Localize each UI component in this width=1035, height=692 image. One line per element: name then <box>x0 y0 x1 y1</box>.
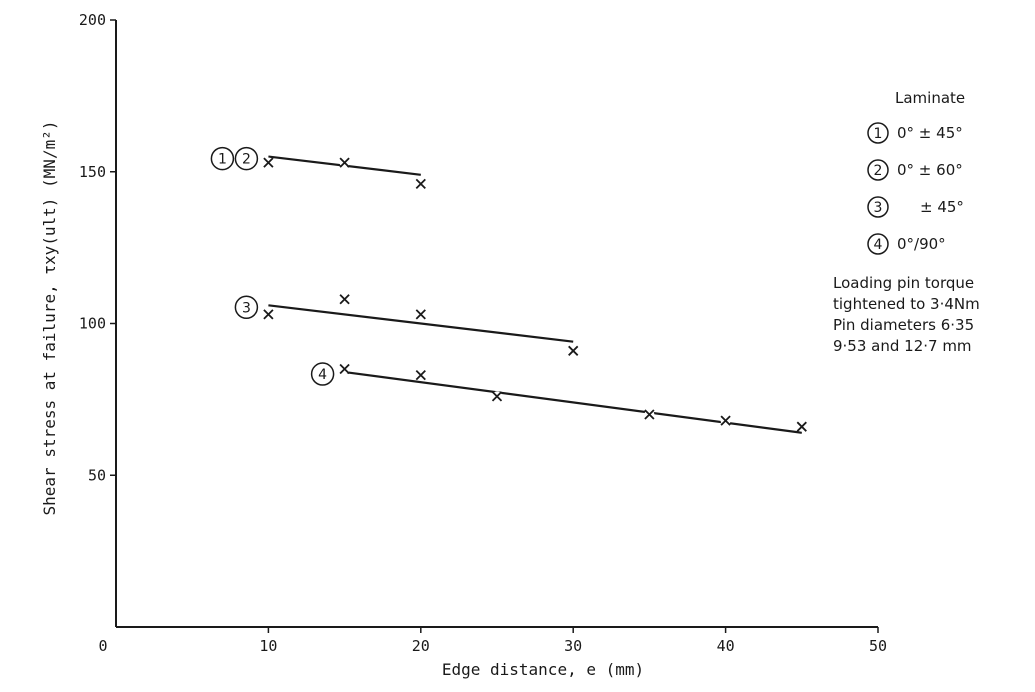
circled-label-ring <box>867 196 889 218</box>
axes <box>115 20 878 628</box>
data-point-marker <box>415 369 426 381</box>
data-point <box>339 294 350 305</box>
legend: Laminate 1 0° ± 45° 2 0° ± 60° 3 ± 45° 4 0°/90° <box>867 89 965 255</box>
note-line: Pin diameters 6·35 <box>833 316 974 334</box>
data-point <box>796 421 807 432</box>
circled-label-ring <box>234 295 259 320</box>
circled-label-ring <box>310 362 335 386</box>
circled-label: 3 <box>867 196 889 218</box>
x-tick-label: 30 <box>564 637 582 655</box>
circled-label-number: 3 <box>242 300 251 316</box>
circled-label-ring <box>234 146 259 171</box>
data-point <box>339 363 350 375</box>
data-point <box>491 391 503 402</box>
circled-label-number: 2 <box>242 152 251 168</box>
x-tick-label: 40 <box>717 637 735 655</box>
fit-line <box>344 370 802 434</box>
circled-label-number: 4 <box>318 367 327 383</box>
data-point-marker <box>339 157 350 168</box>
circled-label: 2 <box>867 159 889 181</box>
data-point <box>263 309 274 320</box>
x-axis-label: Edge distance, e (mm) <box>442 660 644 679</box>
legend-entry-text: 0°/90° <box>897 235 946 253</box>
circled-label-number: 1 <box>218 152 227 168</box>
circled-label: 2 <box>234 146 259 171</box>
y-tick-label: 100 <box>79 315 106 333</box>
legend-entry-text: 0° ± 60° <box>897 161 963 179</box>
data-points <box>263 157 807 432</box>
data-point <box>720 415 731 426</box>
data-point <box>644 409 655 420</box>
data-point-marker <box>644 409 655 420</box>
note-line: tightened to 3·4Nm <box>833 295 980 313</box>
data-point <box>415 309 426 320</box>
y-tick-label: 150 <box>79 163 106 181</box>
data-point <box>415 178 426 190</box>
x-tick-label: 0 <box>98 637 107 655</box>
data-point-marker <box>263 157 274 168</box>
legend-entry-text: ± 45° <box>920 198 964 216</box>
circled-label-ring <box>867 122 889 144</box>
data-point <box>263 157 274 168</box>
circled-label: 1 <box>210 146 235 171</box>
x-tick-label: 20 <box>412 637 430 655</box>
circled-label-ring <box>867 233 889 255</box>
series-labels: 21 3 4 <box>210 146 335 386</box>
fit-line <box>268 304 574 343</box>
x-tick-label: 50 <box>869 637 887 655</box>
data-point-marker <box>720 415 731 426</box>
data-point-marker <box>263 309 274 320</box>
x-tick-label: 10 <box>259 637 277 655</box>
data-point-marker <box>339 363 350 375</box>
circled-label: 3 <box>234 295 259 320</box>
circled-label-ring <box>867 159 889 181</box>
circled-label-ring <box>210 146 235 171</box>
data-point-marker <box>491 391 503 402</box>
notes: Loading pin torque tightened to 3·4Nm Pin … <box>833 274 980 355</box>
circled-label: 4 <box>867 233 889 255</box>
note-line: 9·53 and 12·7 mm <box>833 337 972 355</box>
circled-label: 1 <box>867 122 889 144</box>
data-point-marker <box>339 294 350 305</box>
circled-label-number: 2 <box>874 163 883 179</box>
axis-ticks: 0 10 20 30 40 50 50 100 150 200 <box>79 11 887 655</box>
circled-label-number: 3 <box>874 200 883 216</box>
y-axis-label: Shear stress at failure, τxy(ult) (MN/m²… <box>40 121 59 516</box>
circled-label: 4 <box>310 362 335 386</box>
data-point-marker <box>415 309 426 320</box>
data-point <box>415 369 426 381</box>
circled-label-number: 4 <box>874 237 883 253</box>
y-tick-label: 50 <box>88 466 106 484</box>
y-tick-label: 200 <box>79 11 106 29</box>
data-point-marker <box>415 178 426 190</box>
data-point-marker <box>796 421 807 432</box>
legend-entry-text: 0° ± 45° <box>897 124 963 142</box>
legend-title: Laminate <box>895 89 965 107</box>
note-line: Loading pin torque <box>833 274 974 292</box>
circled-label-number: 1 <box>874 126 883 142</box>
data-point <box>339 157 350 168</box>
data-point-marker <box>568 345 579 356</box>
data-point <box>568 345 579 356</box>
